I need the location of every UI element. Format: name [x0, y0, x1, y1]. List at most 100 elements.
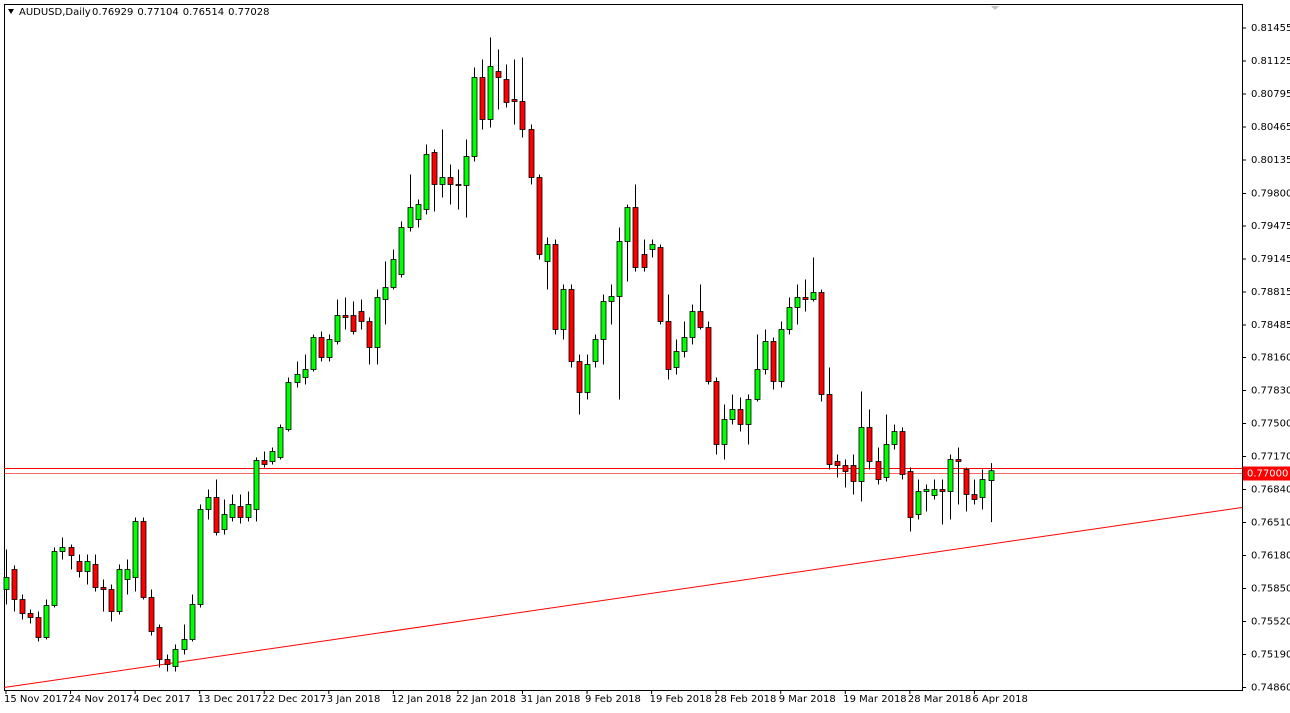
candle-body	[503, 79, 510, 103]
candle-body	[164, 659, 171, 665]
candle-body	[923, 489, 930, 492]
y-tick-label: 0.75520	[1251, 617, 1290, 628]
y-tick-label: 0.75850	[1251, 584, 1290, 595]
candle-body	[778, 329, 785, 382]
y-tick-label: 0.77500	[1251, 419, 1290, 430]
candle-body	[705, 327, 712, 382]
candle-body	[552, 244, 559, 330]
candle-body	[84, 561, 91, 572]
candle-body	[754, 369, 761, 400]
candle-body	[649, 244, 656, 250]
ohlc-header: 0.76929 0.77104 0.76514 0.77028	[92, 7, 269, 18]
candle-body	[398, 227, 405, 275]
candle-body	[116, 569, 123, 612]
x-tick-label: 19 Feb 2018	[650, 694, 712, 705]
trendline	[3, 507, 1243, 688]
candle-body	[205, 497, 212, 510]
candle-body	[616, 241, 623, 297]
candle-body	[253, 460, 260, 510]
candle-body	[915, 491, 922, 515]
candle-body	[350, 315, 357, 332]
candle-body	[632, 207, 639, 268]
candle-body	[229, 504, 236, 518]
symbol-menu-arrow[interactable]	[8, 9, 14, 14]
candle-body	[624, 207, 631, 242]
y-tick-label: 0.79475	[1251, 221, 1290, 232]
candle-body	[124, 569, 131, 580]
candle-body	[681, 337, 688, 352]
candle-body	[487, 66, 494, 120]
candle-body	[495, 71, 502, 78]
y-tick-label: 0.79145	[1251, 254, 1290, 265]
candle-body	[221, 514, 228, 530]
candle-body	[907, 471, 914, 518]
y-tick-label: 0.80465	[1251, 122, 1290, 133]
shift-marker	[991, 6, 999, 10]
candle-body	[197, 509, 204, 605]
y-tick-label: 0.81455	[1251, 23, 1290, 34]
candle-body	[310, 337, 317, 370]
candle-body	[213, 497, 220, 533]
candle-body	[431, 152, 438, 185]
candle-body	[108, 589, 115, 612]
candle-body	[600, 301, 607, 340]
candle-body	[519, 101, 526, 130]
candle-body	[842, 465, 849, 472]
candle-body	[729, 409, 736, 420]
x-tick-label: 15 Nov 2017	[4, 694, 68, 705]
candle-body	[156, 627, 163, 660]
candle-body	[269, 451, 276, 462]
candle-body	[471, 77, 478, 157]
candle-body	[261, 460, 268, 465]
candle-body	[92, 564, 99, 588]
candle-body	[318, 337, 325, 358]
x-tick-label: 6 Apr 2018	[972, 694, 1027, 705]
y-tick-label: 0.79800	[1251, 189, 1290, 200]
candle-body	[382, 287, 389, 300]
candle-body	[955, 459, 962, 462]
candle-body	[899, 431, 906, 475]
y-tick-label: 0.78815	[1251, 287, 1290, 298]
candle-body	[285, 382, 292, 430]
x-tick-label: 13 Dec 2017	[198, 694, 262, 705]
candle-body	[810, 292, 817, 300]
candle-body	[786, 307, 793, 330]
candle-body	[3, 577, 10, 590]
candle-body	[511, 99, 518, 102]
candle-body	[866, 427, 873, 462]
candle-body	[576, 361, 583, 393]
x-tick-label: 22 Jan 2018	[456, 694, 516, 705]
candle-body	[689, 311, 696, 338]
candle-body	[657, 247, 664, 322]
y-tick-label: 0.74860	[1251, 683, 1290, 694]
candle-body	[673, 351, 680, 368]
candle-body	[366, 321, 373, 348]
candle-body	[447, 177, 454, 185]
candle-body	[35, 617, 42, 638]
y-tick-label: 0.76180	[1251, 551, 1290, 562]
x-tick-label: 22 Dec 2017	[262, 694, 326, 705]
candle-body	[850, 465, 857, 482]
candle-body	[181, 639, 188, 650]
candle-body	[294, 374, 301, 383]
candle-body	[721, 419, 728, 445]
candle-body	[374, 297, 381, 348]
candle-body	[544, 244, 551, 262]
candle-body	[770, 341, 777, 382]
y-tick-label: 0.78485	[1251, 320, 1290, 331]
candle-body	[358, 311, 365, 322]
candle-body	[988, 470, 995, 482]
candle-body	[858, 427, 865, 482]
x-tick-label: 24 Nov 2017	[69, 694, 133, 705]
chart-title: AUDUSD,Daily	[19, 7, 91, 18]
candle-body	[172, 649, 179, 667]
candle-body	[568, 289, 575, 362]
y-tick-label: 0.80795	[1251, 89, 1290, 100]
candle-body	[302, 369, 309, 378]
candle-body	[834, 461, 841, 466]
x-tick-label: 19 Mar 2018	[843, 694, 906, 705]
candle-body	[51, 551, 58, 606]
candle-body	[592, 339, 599, 362]
candle-body	[245, 504, 252, 518]
x-tick-label: 9 Mar 2018	[779, 694, 836, 705]
